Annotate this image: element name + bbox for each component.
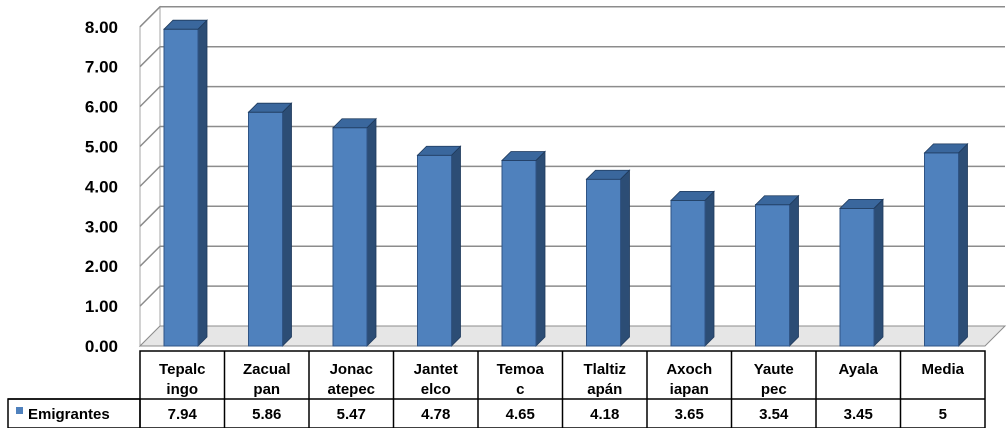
bar-side (535, 150, 546, 347)
category-label: pec (761, 381, 787, 398)
data-label: 4.65 (506, 406, 535, 423)
category-label: elco (421, 381, 451, 398)
category-label: atepec (327, 381, 375, 398)
data-label: 5.86 (252, 406, 281, 423)
gridline (139, 125, 1005, 148)
bar-side (958, 142, 968, 347)
y-tick-label: 8.00 (85, 18, 118, 37)
category-label: Jonac (330, 361, 373, 378)
data-label: 3.45 (844, 406, 873, 423)
bar (248, 111, 283, 347)
category-label: iapan (670, 381, 709, 398)
bar (163, 28, 199, 347)
bar-top (923, 143, 969, 154)
bar-side (451, 145, 461, 347)
category-label: Temoa (497, 361, 545, 378)
y-tick-label: 3.00 (85, 217, 118, 236)
category-label: ingo (166, 381, 198, 398)
bar (924, 152, 959, 347)
data-label: 4.18 (590, 406, 619, 423)
bar (417, 154, 452, 347)
gridline (139, 205, 1005, 227)
bar-top (754, 195, 800, 206)
bar (839, 207, 875, 347)
category-label: Media (921, 361, 964, 378)
bar-top (585, 169, 631, 180)
bar (586, 178, 621, 347)
data-label: 5.47 (337, 406, 366, 423)
y-tick-label: 0.00 (85, 337, 118, 356)
data-label: 3.54 (759, 406, 789, 423)
bar-side (620, 169, 630, 347)
bar (501, 159, 537, 347)
bar-top (416, 145, 462, 156)
bar-side (704, 190, 715, 347)
bar-side (197, 19, 208, 347)
category-label: Yaute (754, 361, 794, 378)
bar-top (163, 19, 208, 30)
category-label: Tepalc (159, 361, 205, 378)
gridline (139, 245, 1005, 267)
y-tick-label: 7.00 (85, 58, 118, 77)
bar (755, 204, 790, 347)
data-label: 5 (939, 406, 947, 423)
bar (670, 199, 706, 347)
legend-swatch (16, 407, 23, 414)
category-label: Axoch (666, 361, 712, 378)
data-label: 3.65 (675, 406, 704, 423)
data-label: 4.78 (421, 406, 450, 423)
gridline (139, 6, 1005, 28)
y-tick-label: 4.00 (85, 177, 118, 196)
bar-side (873, 198, 884, 347)
bar (332, 127, 368, 347)
bar-top (332, 118, 377, 129)
gridline (139, 45, 1005, 68)
bar-side (789, 194, 799, 347)
gridline (139, 285, 1005, 307)
category-label: c (516, 381, 524, 398)
bar-top (247, 102, 293, 113)
category-label: Ayala (839, 361, 879, 378)
category-label: Zacual (243, 361, 291, 378)
gridline (139, 85, 1005, 108)
y-tick-label: 2.00 (85, 257, 118, 276)
category-label: apán (587, 381, 622, 398)
bar-side (366, 117, 377, 347)
data-label: 7.94 (168, 406, 198, 423)
legend-label: Emigrantes (28, 406, 110, 423)
category-label: pan (253, 381, 280, 398)
bar-top (839, 198, 884, 209)
bar-top (670, 190, 715, 201)
gridline (139, 165, 1005, 187)
bar-side (282, 102, 292, 347)
y-tick-label: 1.00 (85, 297, 118, 316)
category-label: Tlaltiz (583, 361, 626, 378)
category-label: Jantet (414, 361, 458, 378)
bar-top (501, 151, 546, 161)
y-tick-label: 6.00 (85, 98, 118, 117)
y-tick-label: 5.00 (85, 138, 118, 157)
